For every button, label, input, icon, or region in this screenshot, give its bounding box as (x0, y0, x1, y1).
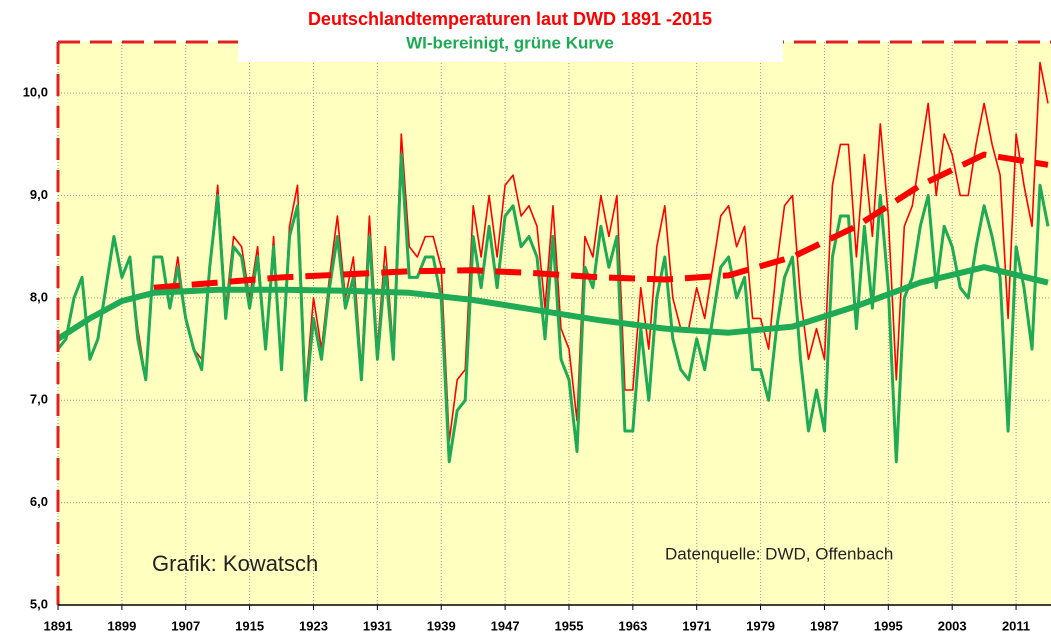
y-tick-label: 7,0 (30, 392, 48, 407)
chart-subtitle: WI-bereinigt, grüne Kurve (406, 33, 614, 52)
series-line (56, 153, 1050, 464)
x-tick-label: 1987 (810, 618, 839, 633)
x-tick-label: 1963 (618, 618, 647, 633)
x-tick-label: 1979 (746, 618, 775, 633)
plot-area (58, 42, 1051, 605)
x-tick-label: 2003 (938, 618, 967, 633)
x-tick-label: 1995 (874, 618, 903, 633)
series-line (153, 151, 1049, 291)
x-tick-label: 2011 (1002, 618, 1030, 633)
x-tick-label: 1939 (427, 618, 456, 633)
x-tick-label: 1915 (235, 618, 264, 633)
y-tick-label: 10,0 (23, 85, 48, 100)
x-tick-label: 1891 (44, 618, 73, 633)
x-tick-label: 1947 (491, 618, 520, 633)
x-tick-label: 1971 (682, 618, 711, 633)
chart-title: Deutschlandtemperaturen laut DWD 1891 -2… (308, 9, 712, 29)
title-box (238, 4, 783, 62)
annotation: Grafik: Kowatsch (152, 551, 318, 576)
lines (56, 61, 1050, 464)
annotation: Datenquelle: DWD, Offenbach (665, 544, 893, 563)
y-tick-label: 6,0 (30, 494, 48, 509)
y-tick-label: 8,0 (30, 289, 48, 304)
x-tick-label: 1955 (555, 618, 584, 633)
y-tick-label: 9,0 (30, 187, 48, 202)
x-tick-label: 1931 (363, 618, 392, 633)
series-line (56, 264, 1049, 342)
x-tick-label: 1907 (171, 618, 200, 633)
x-tick-label: 1899 (107, 618, 136, 633)
y-tick-label: 5,0 (30, 596, 48, 611)
x-tick-label: 1923 (299, 618, 328, 633)
